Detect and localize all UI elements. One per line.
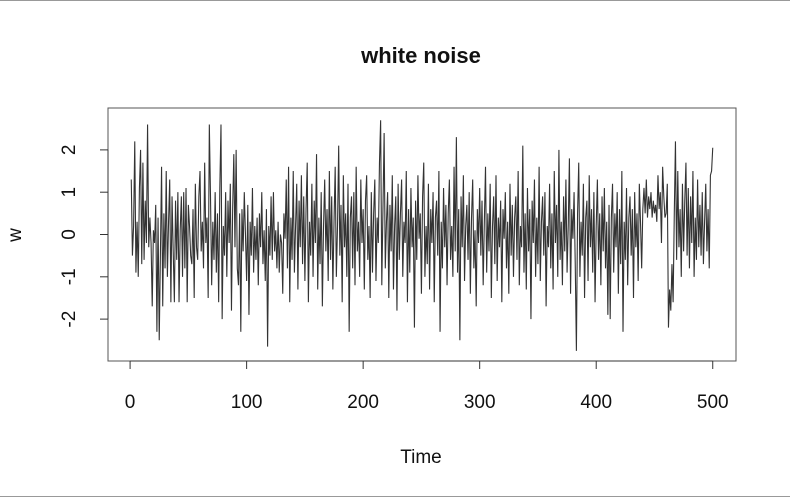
x-tick-label: 300 (464, 392, 496, 413)
y-tick-label: -1 (59, 268, 80, 285)
chart-title: white noise (360, 43, 481, 68)
x-axis-label: Time (400, 447, 442, 468)
y-axis-label: w (5, 228, 26, 243)
y-tick-label: 2 (59, 145, 80, 156)
y-tick-label: -2 (59, 311, 80, 328)
x-tick-label: 100 (231, 392, 263, 413)
x-tick-label: 400 (580, 392, 612, 413)
x-tick-label: 500 (697, 392, 729, 413)
y-tick-label: 0 (59, 229, 80, 240)
x-tick-label: 200 (347, 392, 379, 413)
x-tick-label: 0 (125, 392, 136, 413)
series-line (130, 120, 714, 351)
y-tick-label: 1 (59, 187, 80, 198)
